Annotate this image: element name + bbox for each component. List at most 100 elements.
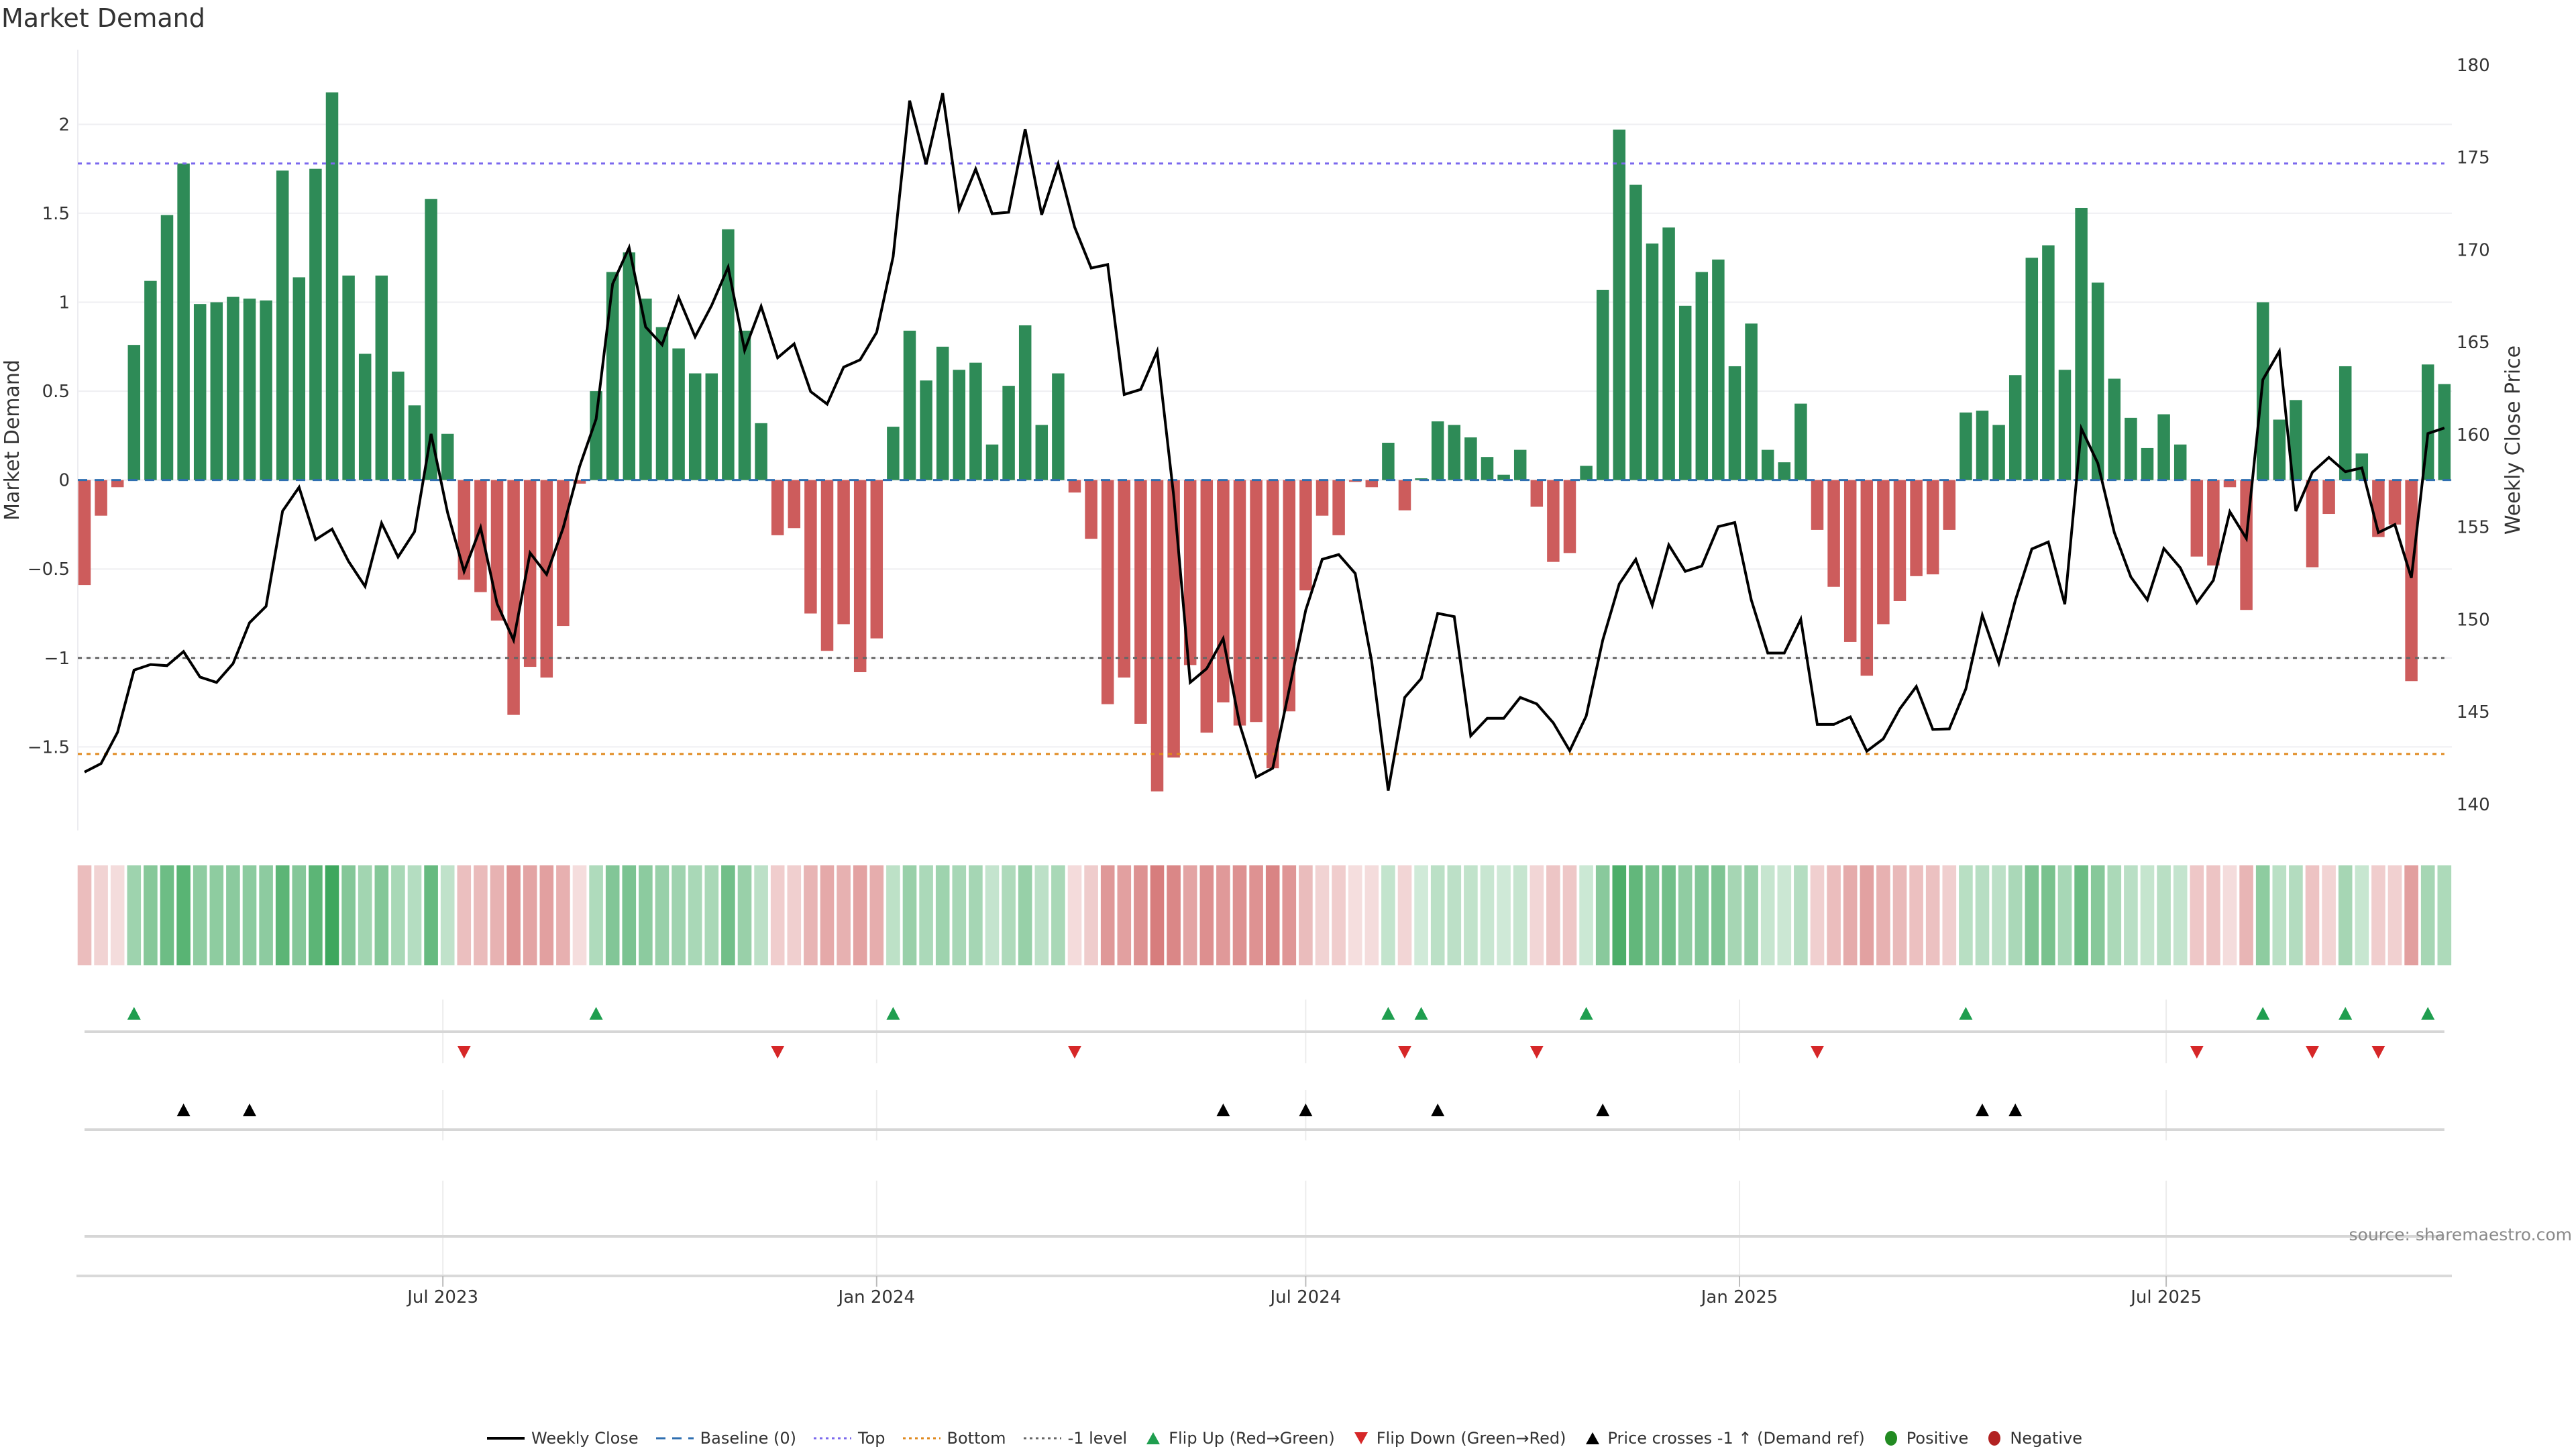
demand-bar-positive xyxy=(325,92,339,480)
demand-bar-positive xyxy=(1382,442,1395,480)
legend: Weekly Close Baseline (0) Top Bottom -1 leve… xyxy=(487,1429,2100,1448)
heat-cell xyxy=(1364,865,1379,965)
heat-cell xyxy=(226,865,240,965)
heat-cell xyxy=(2255,865,2270,965)
demand-bar-positive xyxy=(969,362,982,480)
heat-cell xyxy=(1777,865,1792,965)
demand-bar-positive xyxy=(177,163,190,480)
line-swatch-icon xyxy=(487,1437,525,1440)
flip-down-marker xyxy=(457,1046,471,1059)
demand-bar-positive xyxy=(672,348,685,480)
demand-bars xyxy=(78,92,2451,792)
heat-cell xyxy=(639,865,653,965)
demand-bar-negative xyxy=(1167,480,1180,758)
demand-bar-positive xyxy=(2091,282,2104,480)
demand-bar-positive xyxy=(920,380,932,480)
legend-item: Bottom xyxy=(902,1429,1006,1448)
legend-label: Flip Down (Green→Red) xyxy=(1376,1429,1566,1448)
flip-up-marker xyxy=(2339,1007,2353,1020)
demand-heat-strip xyxy=(77,865,2452,965)
demand-bar-negative xyxy=(804,480,817,614)
heat-cell xyxy=(2008,865,2023,965)
flip-up-marker xyxy=(1381,1007,1395,1020)
flip-up-marker xyxy=(886,1007,900,1020)
flip-up-marker xyxy=(1414,1007,1428,1020)
heat-cell xyxy=(1249,865,1263,965)
demand-bar-negative xyxy=(1085,480,1097,539)
demand-bar-positive xyxy=(936,346,949,480)
heat-cell xyxy=(1265,865,1280,965)
demand-bar-positive xyxy=(2339,366,2352,480)
y-tick-label: 2 xyxy=(58,115,70,135)
y-tick-label: −1 xyxy=(44,649,70,669)
heat-cell xyxy=(737,865,752,965)
demand-bar-positive xyxy=(722,229,735,480)
demand-bar-negative xyxy=(1183,480,1197,665)
demand-bar-positive xyxy=(1976,411,1989,480)
flip-down-marker xyxy=(2190,1046,2204,1059)
heat-cell xyxy=(721,865,735,965)
demand-bar-negative xyxy=(853,480,867,673)
heat-cell xyxy=(424,865,438,965)
demand-bar-positive xyxy=(1513,449,1527,480)
heat-cell xyxy=(2124,865,2138,965)
heat-cell xyxy=(2437,865,2452,965)
demand-bar-negative xyxy=(523,480,537,667)
demand-bar-positive xyxy=(887,427,900,480)
circle-swatch-icon xyxy=(1884,1431,1897,1446)
demand-bar-positive xyxy=(1778,462,1791,480)
legend-item: -1 level xyxy=(1023,1429,1128,1448)
heat-cell xyxy=(1760,865,1775,965)
x-tick-label: Jul 2023 xyxy=(406,1287,478,1307)
demand-bar-negative xyxy=(1910,480,1923,576)
heat-cell xyxy=(820,865,835,965)
demand-bar-negative xyxy=(1843,480,1857,642)
heat-cell xyxy=(1711,865,1725,965)
heat-cell xyxy=(902,865,917,965)
heat-cell xyxy=(341,865,356,965)
demand-bar-positive xyxy=(425,199,437,480)
heat-cell xyxy=(209,865,224,965)
heat-cell xyxy=(457,865,472,965)
heat-cell xyxy=(259,865,273,965)
heat-cell xyxy=(804,865,818,965)
triangle-up-swatch-icon xyxy=(1146,1432,1161,1444)
heat-cell xyxy=(1018,865,1032,965)
demand-bar-negative xyxy=(1365,480,1379,488)
demand-bar-positive xyxy=(1481,457,1494,480)
y-tick-label: 1 xyxy=(58,293,70,313)
demand-bar-negative xyxy=(1299,480,1312,591)
heat-cell xyxy=(2057,865,2072,965)
heat-cell xyxy=(1892,865,1907,965)
demand-bar-positive xyxy=(606,272,619,480)
demand-bar-negative xyxy=(1563,480,1576,553)
source-attribution: source: sharemaestro.com xyxy=(2349,1225,2573,1244)
demand-bar-positive xyxy=(358,354,372,480)
heat-cell xyxy=(1546,865,1560,965)
marker-rows xyxy=(76,1000,2452,1277)
heat-cell xyxy=(1629,865,1643,965)
heat-cell xyxy=(440,865,455,965)
heat-cell xyxy=(2355,865,2369,965)
heat-cell xyxy=(1282,865,1297,965)
heat-cell xyxy=(1397,865,1412,965)
heat-cell xyxy=(1199,865,1214,965)
heat-cell xyxy=(935,865,950,965)
heat-cell xyxy=(325,865,339,965)
legend-label: Negative xyxy=(2010,1429,2083,1448)
demand-bar-positive xyxy=(755,423,767,480)
y-tick-label: −1.5 xyxy=(28,737,70,757)
demand-bar-positive xyxy=(903,330,916,480)
legend-label: -1 level xyxy=(1067,1429,1128,1448)
heat-cell xyxy=(869,865,884,965)
demand-bar-negative xyxy=(1811,480,1824,530)
demand-bar-positive xyxy=(2438,384,2451,480)
demand-bar-positive xyxy=(441,433,454,480)
demand-bar-positive xyxy=(1992,425,2005,480)
flip-down-marker xyxy=(2371,1046,2385,1059)
heat-cell xyxy=(1332,865,1346,965)
price-cross-marker xyxy=(1431,1104,1445,1116)
demand-bar-positive xyxy=(227,297,239,480)
demand-bar-positive xyxy=(655,327,669,480)
